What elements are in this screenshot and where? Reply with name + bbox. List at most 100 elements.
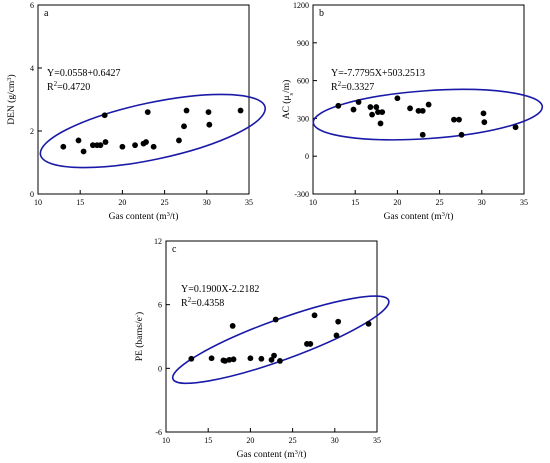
chart-b-panel-label: b: [319, 8, 324, 19]
chart-a-data-point: [144, 109, 151, 115]
chart-c-data-point: [258, 355, 265, 362]
chart-c-data-point: [230, 356, 237, 363]
chart-b-data-point: [456, 116, 462, 123]
chart-a-x-axis-label: Gas content (m3/t): [109, 211, 179, 223]
chart-a-data-point: [183, 107, 190, 114]
chart-b-data-point: [512, 124, 519, 131]
chart-a-data-point: [60, 143, 67, 150]
chart-a-data-point: [143, 139, 149, 145]
chart-a-ellipse: [39, 93, 267, 169]
chart-c-data-point: [226, 356, 233, 363]
chart-c-data-point: [335, 318, 342, 325]
chart-b-data-point: [377, 120, 384, 127]
chart-a-x-tick-label: 30: [203, 198, 211, 207]
chart-a-data-point: [237, 107, 244, 114]
chart-b-y-tick-label: 900: [297, 39, 309, 48]
chart-a-data-point: [119, 143, 126, 150]
chart-c-x-axis-label: Gas content (m3/t): [237, 449, 307, 461]
chart-b-data-point: [367, 104, 374, 110]
chart-c-equation: Y=0.1900X-2.2182: [181, 284, 259, 295]
chart-b-x-axis-label: Gas content (m3/t): [384, 211, 454, 223]
chart-a-equation: Y=0.0558+0.6427: [47, 68, 121, 79]
chart-a-plot-frame: [37, 4, 250, 195]
chart-a-y-axis-label: DEN (g/cm3): [6, 74, 18, 124]
chart-b-y-tick-label: -300: [294, 190, 309, 199]
chart-b-data-point: [375, 109, 381, 115]
chart-c-x-tick-label: 35: [373, 436, 381, 445]
panel-a: 10 15 20 25 30 35 0 2 4 6 a Gas content (m3/t) DEN (…: [6, 1, 267, 223]
chart-a-data-point: [176, 137, 182, 144]
chart-a-data-point: [205, 109, 212, 115]
chart-a-y-tick-label: 4: [30, 64, 34, 73]
chart-c-y-axis-label: PE (barns/e-): [134, 312, 146, 361]
chart-a-y-tick-label: 6: [30, 1, 34, 10]
chart-a-data-point: [181, 123, 187, 130]
chart-c-x-tick-label: 20: [246, 436, 254, 445]
chart-c-data-point: [188, 355, 195, 362]
chart-b-y-tick-label: 0: [305, 152, 309, 161]
chart-a-x-tick-label: 15: [76, 198, 84, 207]
chart-a-x-tick-label: 35: [245, 198, 253, 207]
chart-c-data-point: [307, 341, 314, 347]
chart-c-data-point: [365, 320, 372, 327]
chart-c-data-point: [272, 316, 279, 323]
chart-c-r-squared: R2=0.4358: [181, 296, 224, 309]
chart-b-y-tick-label: 600: [297, 77, 309, 86]
chart-a-x-tick-label: 20: [118, 198, 126, 207]
chart-b-y-tick-label: 300: [297, 114, 309, 123]
chart-a-data-point: [97, 142, 104, 149]
chart-a-data-point: [80, 148, 87, 155]
chart-b-data-point: [369, 111, 375, 118]
chart-a-x-tick-label: 25: [161, 198, 169, 207]
chart-b-data-point: [451, 116, 457, 123]
chart-b-equation: Y=-7.7795X+503.2513: [331, 68, 425, 79]
chart-b-data-point: [419, 107, 426, 114]
chart-b-data-point: [379, 109, 386, 115]
chart-b-y-tick-label: 1200: [293, 1, 309, 10]
chart-c-y-tick-label: -6: [155, 428, 162, 437]
chart-a-x-tick-label: 10: [34, 198, 42, 207]
chart-c-data-point: [247, 355, 254, 362]
chart-b-x-tick-label: 10: [309, 198, 317, 207]
chart-b-x-tick-label: 35: [520, 198, 528, 207]
chart-c-data-point: [208, 355, 215, 362]
chart-c-x-tick-label: 30: [331, 436, 339, 445]
chart-b-data-point: [355, 99, 362, 105]
chart-a-y-tick-label: 2: [30, 127, 34, 136]
chart-a-data-point: [150, 143, 157, 150]
chart-b-r-squared: R2=0.3327: [331, 80, 374, 93]
chart-b-data-point: [425, 101, 432, 108]
chart-b-y-axis-label: AC (μs/m): [281, 80, 295, 120]
chart-b-x-tick-label: 25: [436, 198, 444, 207]
chart-b-ellipse: [312, 88, 544, 141]
chart-b-plot-frame: [312, 4, 525, 195]
chart-c-data-point: [268, 356, 275, 363]
chart-c-y-tick-label: 6: [158, 301, 162, 310]
panel-c: 10 15 20 25 30 35 -6 0 6 12 c Gas content (m3/t) PE …: [134, 237, 390, 461]
chart-b-data-point: [480, 110, 487, 117]
chart-c-y-tick-label: 12: [154, 237, 162, 246]
chart-a-y-tick-label: 0: [30, 190, 34, 199]
panel-b: 10 15 20 25 30 35 -300 0 300 600 900 1200 b Gas conte…: [281, 1, 544, 222]
chart-c-panel-label: c: [172, 244, 177, 255]
chart-b-data-point: [335, 102, 342, 109]
chart-a-panel-label: a: [44, 8, 49, 19]
chart-c-data-point: [229, 322, 236, 329]
chart-a-data-point: [132, 142, 138, 149]
chart-a-data-point: [75, 137, 82, 144]
chart-c-x-tick-label: 25: [289, 436, 297, 445]
chart-a-data-point: [89, 142, 96, 149]
chart-b-data-point: [419, 131, 426, 138]
chart-c-data-point: [333, 332, 340, 339]
chart-a-data-point: [206, 121, 213, 128]
chart-a-data-point: [101, 112, 108, 119]
chart-b-data-point: [407, 105, 413, 112]
chart-c-x-tick-label: 10: [162, 436, 170, 445]
chart-c-data-point: [271, 352, 277, 359]
chart-c-data-point: [311, 312, 318, 319]
chart-b-data-point: [415, 107, 422, 114]
chart-b-data-point: [394, 95, 401, 102]
chart-c-data-point: [277, 358, 283, 364]
chart-c-x-tick-label: 15: [204, 436, 212, 445]
